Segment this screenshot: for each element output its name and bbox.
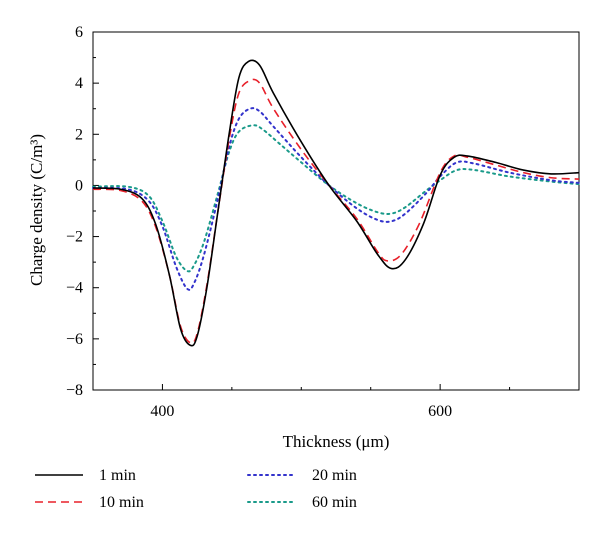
series-line-20-min — [92, 107, 580, 291]
legend-item-10-min: 10 min — [35, 494, 144, 511]
y-tick-label: 2 — [75, 126, 83, 143]
x-axis-title: Thickness (μm) — [283, 432, 390, 451]
legend-label: 1 min — [99, 467, 136, 484]
y-tick-label: −6 — [66, 331, 83, 348]
series-layer — [92, 59, 580, 347]
legend-item-20-min: 20 min — [247, 467, 357, 484]
legend-item-1-min: 1 min — [35, 467, 136, 484]
plot-frame — [92, 31, 580, 391]
y-tick-label: −4 — [66, 280, 83, 297]
series-line-60-min — [92, 124, 580, 273]
series-line-10-min — [92, 78, 580, 344]
legend-label: 20 min — [312, 467, 357, 484]
legend-label: 10 min — [99, 494, 144, 511]
y-tick-label: −8 — [66, 382, 83, 399]
legend: 1 min 10 min 20 min 60 min — [35, 467, 357, 511]
axes: −8 −6 −4 −2 0 2 4 6 400 600 — [66, 24, 580, 420]
series-line-1-min — [92, 59, 580, 347]
y-tick-label: −2 — [66, 229, 83, 246]
legend-item-60-min: 60 min — [247, 494, 357, 511]
x-tick-label: 600 — [428, 403, 452, 420]
legend-label: 60 min — [312, 494, 357, 511]
y-axis-title: Charge density (C/m³) — [27, 134, 46, 286]
y-tick-label: 6 — [75, 24, 83, 41]
y-tick-label: 4 — [75, 75, 83, 92]
y-tick-label: 0 — [75, 177, 83, 194]
x-tick-label: 400 — [150, 403, 174, 420]
